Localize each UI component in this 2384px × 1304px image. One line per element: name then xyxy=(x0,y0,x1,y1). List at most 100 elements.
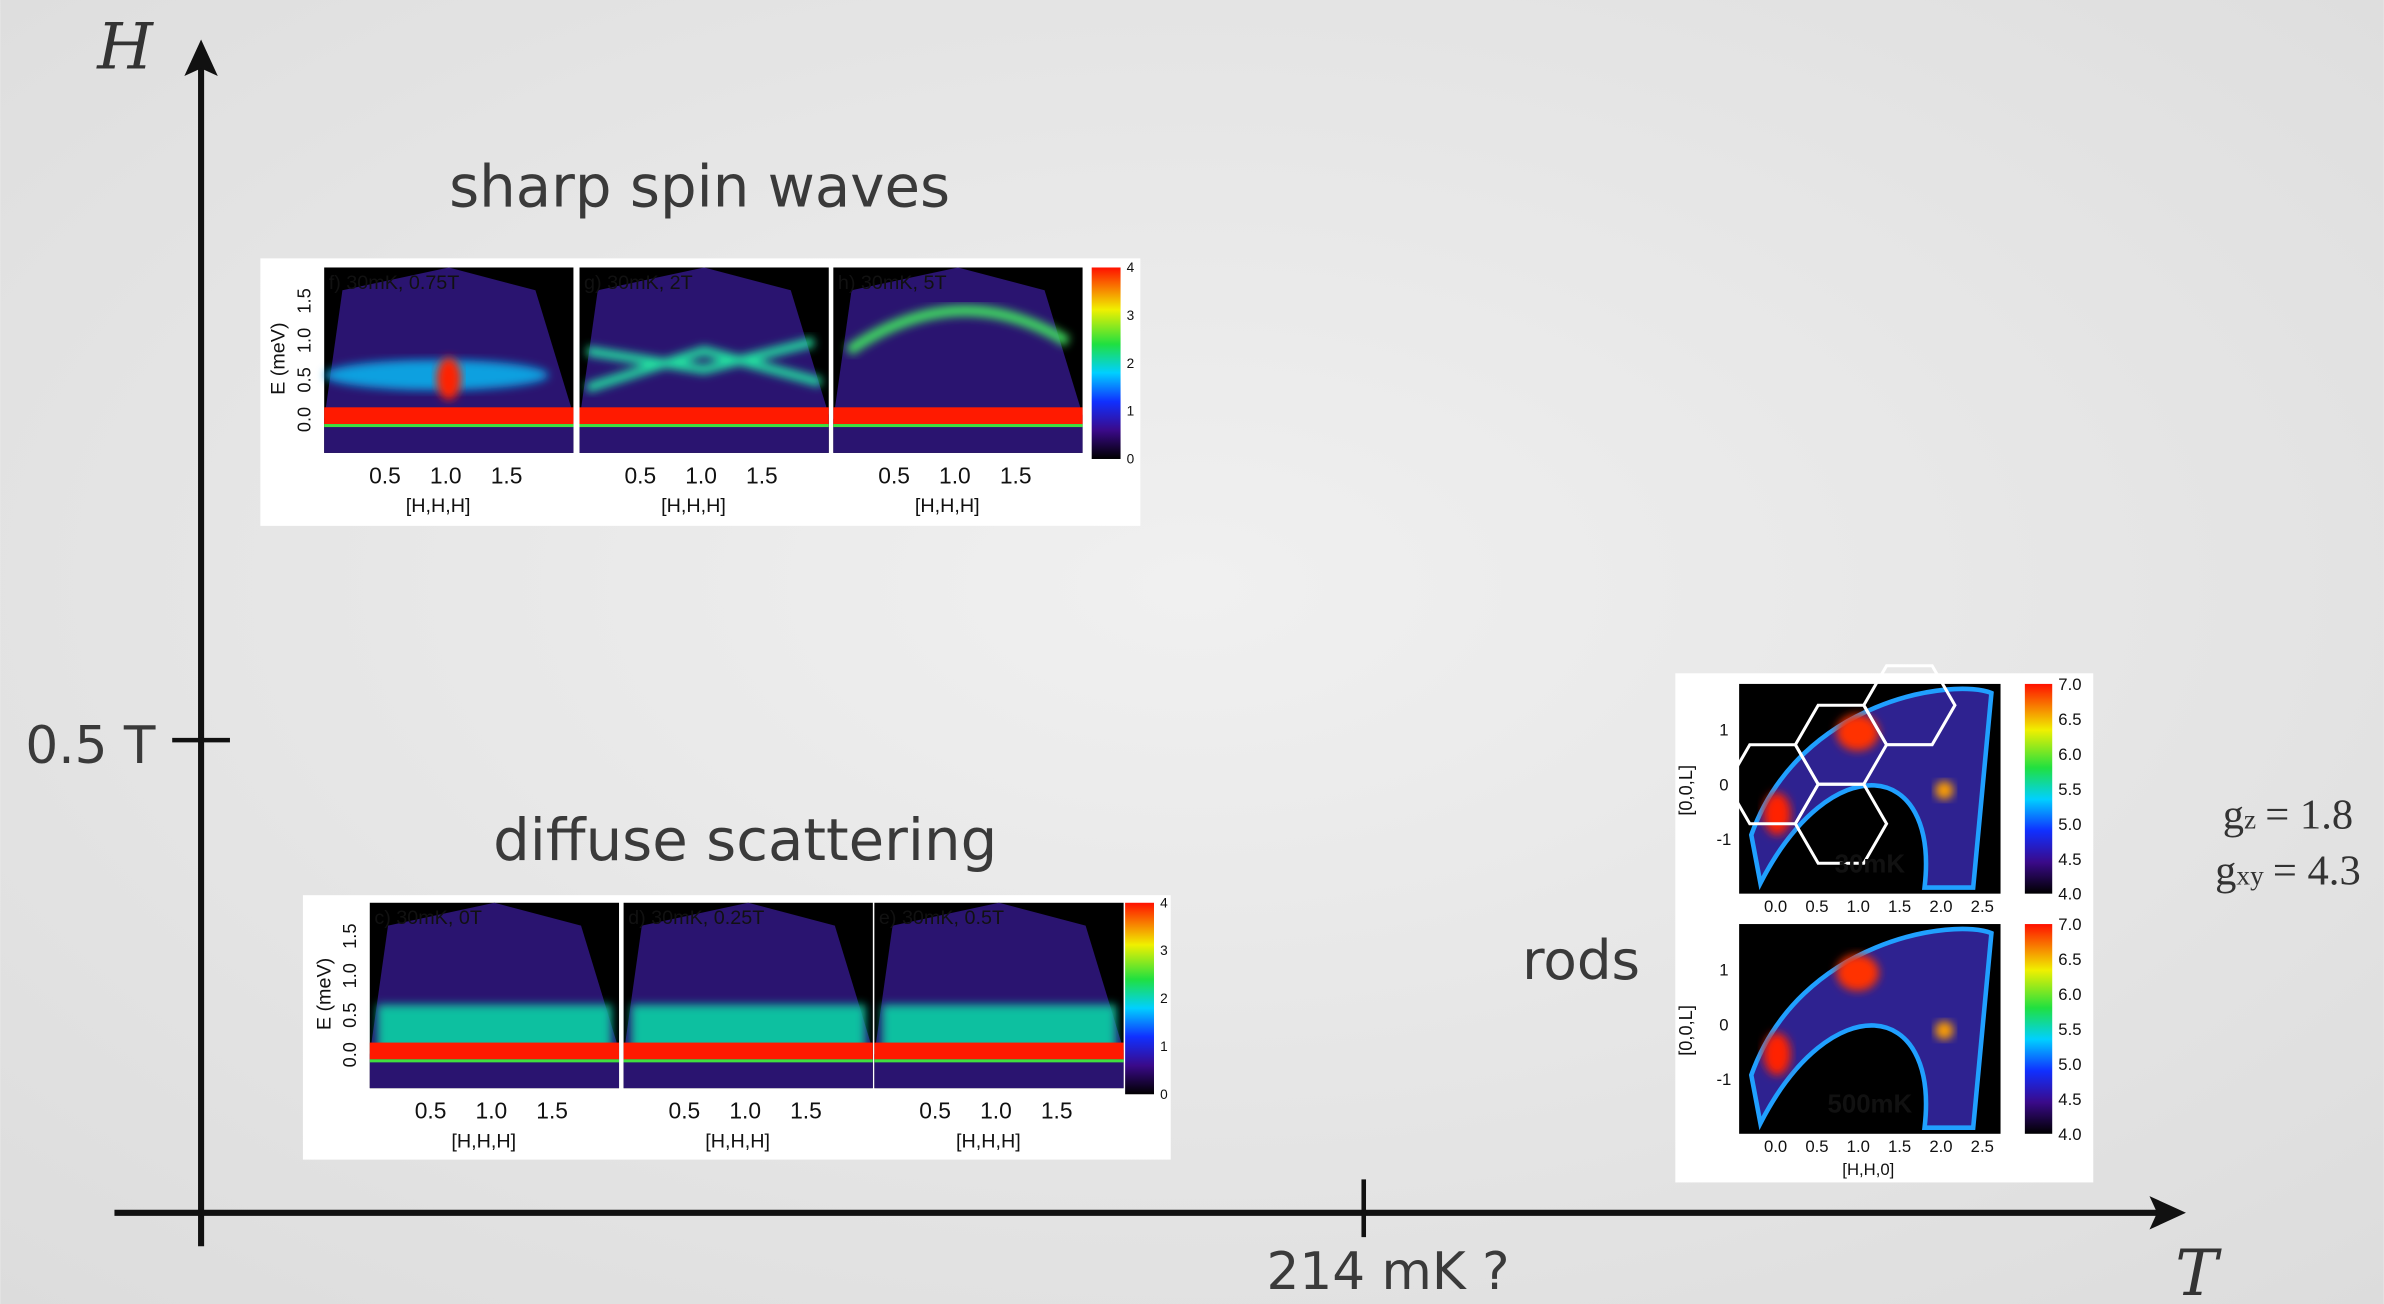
figure-text: 1 xyxy=(1127,404,1135,419)
colorbar xyxy=(2025,924,2052,1134)
figure-text: [H,H,H] xyxy=(451,1130,516,1152)
figure-text: 4.5 xyxy=(2058,1090,2081,1109)
heatmap-edge-line xyxy=(580,424,829,427)
figure-text: 0.5 xyxy=(415,1098,447,1124)
map-feature xyxy=(1763,1033,1790,1076)
figure-text: 4.0 xyxy=(2058,1125,2081,1144)
figure-text: 1.0 xyxy=(476,1098,508,1124)
g-value: = 1.8 xyxy=(2265,791,2353,838)
figure-text: 6.5 xyxy=(2058,710,2081,729)
figure-text: 1.0 xyxy=(430,462,462,488)
figure-text: 0 xyxy=(1719,775,1728,794)
heatmap-bragg-line xyxy=(324,407,573,424)
figure-text: 1.0 xyxy=(980,1098,1012,1124)
figure-text: 0.5 xyxy=(339,1003,360,1028)
figure-text: 500mK xyxy=(1827,1091,1912,1119)
g-symbol: g xyxy=(2223,791,2244,838)
figure-text: 7.0 xyxy=(2058,915,2081,934)
figure-text: 3 xyxy=(1127,308,1135,323)
figure-text: 2 xyxy=(1127,356,1135,371)
figure-text: 2.5 xyxy=(1971,1137,1994,1156)
figure-text: 0 xyxy=(1719,1015,1728,1034)
figure-text: 0.0 xyxy=(1764,1137,1787,1156)
slide: H T 0.5 T 214 mK ? sharp spin waves diff… xyxy=(0,0,2384,1304)
figure-text: 6.0 xyxy=(2058,745,2081,764)
region-label: rods xyxy=(1522,928,1640,992)
figure-text: 5.5 xyxy=(2058,780,2081,799)
figure-text: 1.0 xyxy=(294,328,315,353)
heatmap-bragg-line xyxy=(370,1043,619,1060)
figure-text: 4 xyxy=(1160,895,1168,910)
figure-text: 0.5 xyxy=(669,1098,701,1124)
figure-text: 0.5 xyxy=(1805,1137,1828,1156)
heatmap-bragg-line xyxy=(624,1043,873,1060)
figure-text: 2.0 xyxy=(1929,897,1952,916)
figure-text: e) 30mK, 0.5T xyxy=(879,907,1004,929)
figure-text: 1.5 xyxy=(1000,462,1032,488)
colorbar xyxy=(1125,903,1154,1094)
heatmap-edge-line xyxy=(624,1059,873,1062)
figure-text: 0.5 xyxy=(1805,897,1828,916)
figure-text: 0.5 xyxy=(294,367,315,392)
map-feature xyxy=(1763,793,1790,836)
figure-text: g) 30mK, 2T xyxy=(584,272,693,294)
map-feature xyxy=(1836,954,1879,990)
figure-text: 1.0 xyxy=(685,462,717,488)
figure-text: [H,H,0] xyxy=(1842,1160,1894,1179)
figure-text: -1 xyxy=(1717,1070,1732,1089)
figure-text: [H,H,H] xyxy=(661,495,726,517)
g-subscript: z xyxy=(2244,804,2256,834)
figure-text: [H,H,H] xyxy=(406,495,471,517)
g-subscript: xy xyxy=(2236,861,2264,891)
figure-text: 3 xyxy=(1160,943,1168,958)
figure-text: 1 xyxy=(1719,721,1728,740)
figure-text: 1.0 xyxy=(729,1098,761,1124)
figure-text: 0.0 xyxy=(339,1042,360,1067)
g-symbol: g xyxy=(2215,848,2236,895)
figure-text: 1.5 xyxy=(1041,1098,1073,1124)
figure-text: c) 30mK, 0T xyxy=(374,907,482,929)
region-label: diffuse scattering xyxy=(493,806,997,874)
colorbar xyxy=(2025,684,2052,894)
figure-text: 1.5 xyxy=(746,462,778,488)
figure-text: 1.0 xyxy=(1847,897,1870,916)
figure-text: 1.5 xyxy=(1888,1137,1911,1156)
heatmap-edge-line xyxy=(324,424,573,427)
figure-text: 6.0 xyxy=(2058,985,2081,1004)
figure-text: [0,0,L] xyxy=(1675,765,1696,816)
figure-text: h) 30mK, 5T xyxy=(838,272,947,294)
colorbar xyxy=(1092,267,1121,458)
figure-text: 0.5 xyxy=(878,462,910,488)
figure-text: 4.0 xyxy=(2058,885,2081,904)
figure-text: 1 xyxy=(1719,961,1728,980)
map-feature xyxy=(1935,781,1953,799)
figure-text: 1.5 xyxy=(1888,897,1911,916)
heatmap-edge-line xyxy=(370,1059,619,1062)
g-value: = 4.3 xyxy=(2273,848,2361,895)
heatmap-feature xyxy=(437,357,461,400)
heatmap-edge-line xyxy=(833,424,1082,427)
region-label: sharp spin waves xyxy=(449,153,950,221)
figure-text: 4 xyxy=(1127,260,1135,275)
x-axis-label: T xyxy=(2175,1237,2222,1304)
figure-text: 0.5 xyxy=(624,462,656,488)
figure-text: 1.5 xyxy=(491,462,523,488)
figure-text: 0 xyxy=(1160,1087,1168,1102)
map-feature xyxy=(1935,1021,1953,1039)
figure-text: -1 xyxy=(1717,830,1732,849)
figure-text: 30mK xyxy=(1835,850,1906,878)
figure-text: [H,H,H] xyxy=(956,1130,1021,1152)
figure-text: E (meV) xyxy=(268,322,290,394)
page: H T 0.5 T 214 mK ? sharp spin waves diff… xyxy=(0,0,2384,1304)
figure-text: E (meV) xyxy=(313,958,335,1030)
figure-text: 2.5 xyxy=(1971,897,1994,916)
x-mark-label: 214 mK ? xyxy=(1267,1242,1510,1302)
figure-text: 5.0 xyxy=(2058,1055,2081,1074)
heatmap-feature xyxy=(324,360,548,390)
heatmap-bragg-line xyxy=(874,1043,1123,1060)
figure-text: 1.0 xyxy=(339,963,360,988)
heatmap-edge-line xyxy=(874,1059,1123,1062)
figure-text: d) 30mK, 0.25T xyxy=(628,907,764,929)
figure-text: 1.5 xyxy=(294,288,315,313)
figure-text: 6.5 xyxy=(2058,950,2081,969)
